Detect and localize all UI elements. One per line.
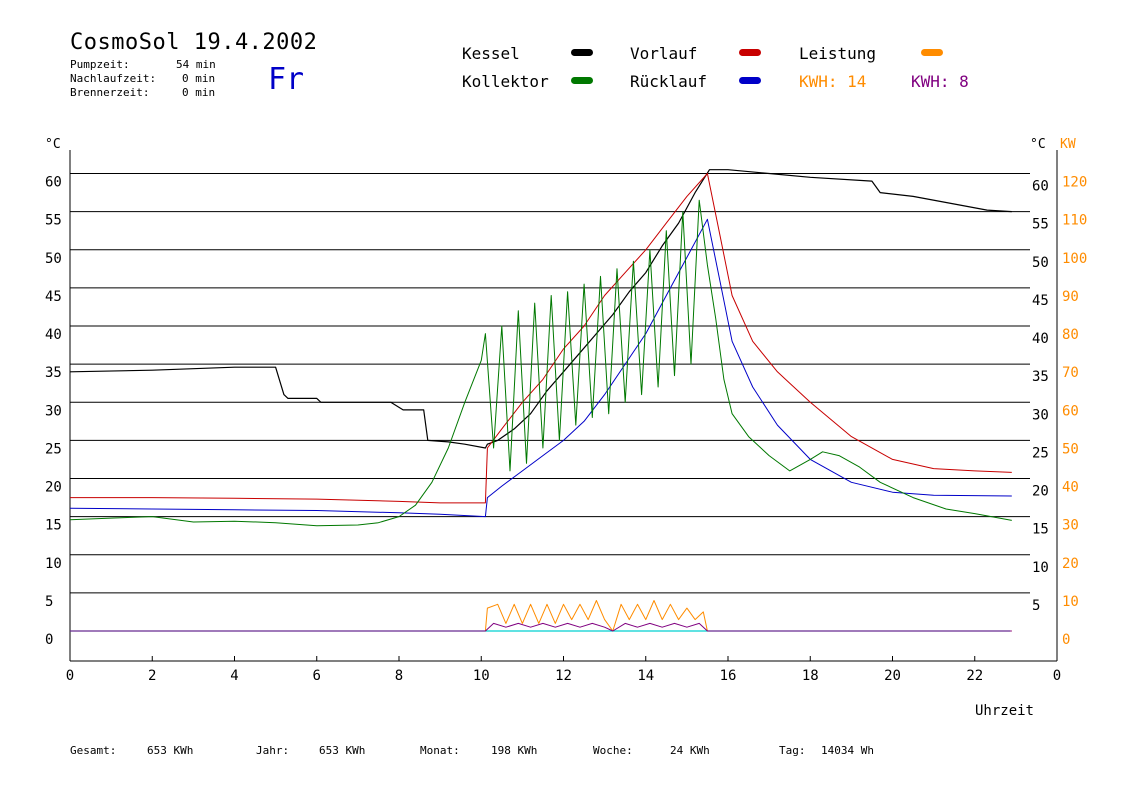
y-tick-left-label: 45 (45, 289, 62, 305)
legend-leistung-label: Leistung (799, 44, 877, 63)
y-tick-power-label: 30 (1062, 518, 1079, 534)
legend-kollektor-swatch (571, 77, 593, 84)
footer-woche-value: 24 KWh (670, 744, 710, 757)
footer-monat-label: Monat: (420, 744, 460, 757)
series-kessel-line (69, 169, 1012, 449)
y-tick-power-label: 70 (1062, 365, 1079, 381)
y-tick-power-label: 120 (1062, 175, 1087, 191)
footer-monat-value: 198 KWh (491, 744, 538, 757)
y-tick-power-label: 0 (1062, 632, 1070, 648)
footer-gesamt-value: 653 KWh (147, 744, 194, 757)
legend-kessel-label: Kessel (462, 44, 520, 63)
y-tick-right-label: 40 (1032, 331, 1049, 347)
series-leistung-line (70, 600, 1012, 632)
chart-title: CosmoSol 19.4.2002 (70, 30, 318, 55)
footer-tag-label: Tag: (779, 744, 806, 757)
legend-ruecklauf-swatch (739, 77, 761, 84)
series-vorlauf-line (70, 173, 1012, 504)
x-tick-label: 22 (966, 668, 983, 684)
y-tick-power-label: 60 (1062, 403, 1079, 419)
series-kwh-line (70, 622, 1012, 632)
legend-vorlauf-swatch (739, 49, 761, 56)
x-tick-label: 6 (313, 668, 321, 684)
y-tick-left-label: 5 (45, 594, 53, 610)
y-axis-right-unit: °C (1030, 137, 1046, 152)
y-tick-power-label: 50 (1062, 441, 1079, 457)
footer-jahr-value: 653 KWh (319, 744, 366, 757)
y-tick-left-label: 25 (45, 441, 62, 457)
x-tick-label: 0 (66, 668, 74, 684)
pump-time-label: Pumpzeit: (70, 58, 130, 71)
x-tick-label: 10 (473, 668, 490, 684)
y-tick-power-label: 110 (1062, 213, 1087, 229)
x-tick-label: 20 (884, 668, 901, 684)
legend-kwh-purple: KWH: 8 (911, 72, 969, 91)
y-tick-power-label: 90 (1062, 289, 1079, 305)
x-axis-label: Uhrzeit (975, 703, 1034, 719)
y-tick-left-label: 35 (45, 365, 62, 381)
x-tick-label: 14 (637, 668, 654, 684)
y-tick-right-label: 30 (1032, 407, 1049, 423)
x-tick-label: 0 (1053, 668, 1061, 684)
y-tick-power-label: 40 (1062, 480, 1079, 496)
legend-leistung-swatch (921, 49, 943, 56)
series-rcklauf-line (69, 218, 1012, 518)
y-tick-left-label: 10 (45, 556, 62, 572)
y-tick-power-label: 20 (1062, 556, 1079, 572)
nachlauf-time-label: Nachlaufzeit: (70, 72, 157, 85)
y-tick-power-label: 80 (1062, 327, 1079, 343)
y-tick-right-label: 60 (1032, 179, 1049, 195)
x-tick-label: 18 (802, 668, 819, 684)
legend-vorlauf-label: Vorlauf (630, 44, 698, 63)
brenner-time-value: 0 min (182, 86, 216, 99)
legend-kollektor-label: Kollektor (462, 72, 549, 91)
y-tick-left-label: 15 (45, 518, 62, 534)
y-tick-left-label: 0 (45, 632, 53, 648)
weekday-label: Fr (268, 62, 305, 97)
y-tick-right-label: 50 (1032, 255, 1049, 271)
footer-tag-value: 14034 Wh (821, 744, 874, 757)
legend-kwh-orange: KWH: 14 (799, 72, 867, 91)
y-tick-right-label: 15 (1032, 522, 1049, 538)
y-tick-power-label: 10 (1062, 594, 1079, 610)
x-tick-label: 8 (395, 668, 403, 684)
y-tick-right-label: 55 (1032, 217, 1049, 233)
legend-kessel-swatch (571, 49, 593, 56)
y-axis-left-unit: °C (45, 137, 61, 152)
brenner-time-label: Brennerzeit: (70, 86, 150, 99)
nachlauf-time-value: 0 min (182, 72, 216, 85)
y-tick-left-label: 50 (45, 251, 62, 267)
y-tick-right-label: 20 (1032, 484, 1049, 500)
footer-woche-label: Woche: (593, 744, 633, 757)
legend-ruecklauf-label: Rücklauf (630, 72, 708, 91)
footer-gesamt-label: Gesamt: (70, 744, 117, 757)
series-kollektor-line (69, 199, 1012, 527)
y-tick-right-label: 25 (1032, 445, 1049, 461)
pump-time-value: 54 min (176, 58, 216, 71)
y-tick-left-label: 55 (45, 213, 62, 229)
y-tick-left-label: 20 (45, 480, 62, 496)
x-tick-label: 16 (720, 668, 737, 684)
y-axis-power-unit: KW (1060, 137, 1076, 152)
y-tick-left-label: 40 (45, 327, 62, 343)
y-tick-power-label: 100 (1062, 251, 1087, 267)
y-tick-left-label: 60 (45, 175, 62, 191)
x-tick-label: 2 (148, 668, 156, 684)
x-tick-label: 12 (555, 668, 572, 684)
x-tick-label: 4 (230, 668, 238, 684)
footer-jahr-label: Jahr: (256, 744, 290, 757)
y-tick-right-label: 5 (1032, 598, 1040, 614)
y-tick-right-label: 45 (1032, 293, 1049, 309)
y-tick-left-label: 30 (45, 403, 62, 419)
y-tick-right-label: 35 (1032, 369, 1049, 385)
y-tick-right-label: 10 (1032, 560, 1049, 576)
